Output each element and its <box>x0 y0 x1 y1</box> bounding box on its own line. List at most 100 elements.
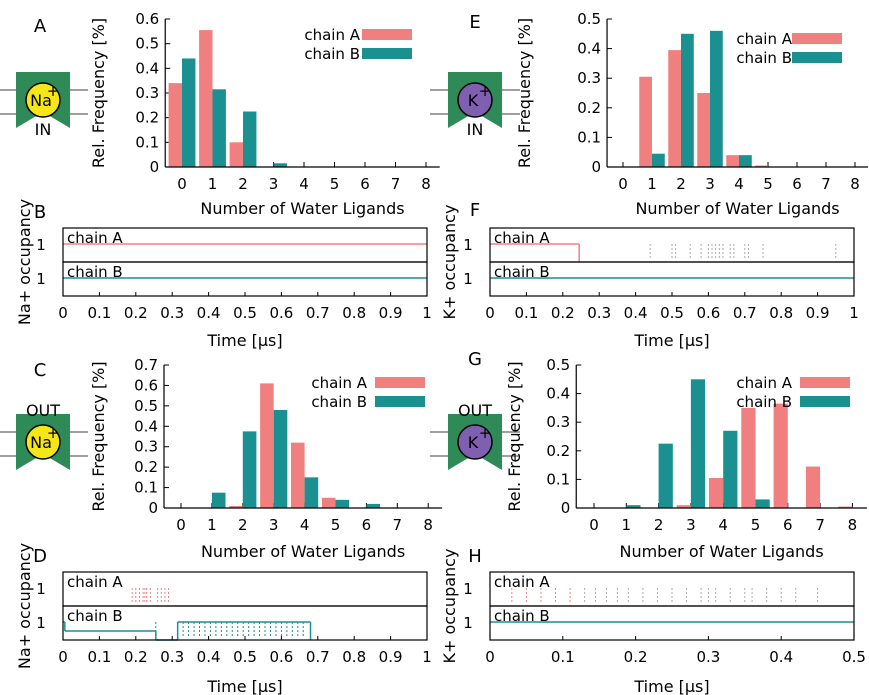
x-axis-label: Time [μs] <box>206 331 282 350</box>
bar-chain-b-3 <box>710 30 723 168</box>
bar-chain-a-3 <box>260 383 274 508</box>
bar-chain-b-1 <box>652 153 665 167</box>
legend-label: chain A <box>736 374 792 392</box>
x-tick-label: 0.5 <box>660 304 684 322</box>
y-tick-label: 0.6 <box>134 376 158 394</box>
track-frame-bottom <box>489 605 855 641</box>
bar-chain-b-1 <box>626 505 641 508</box>
x-tick-label: 4 <box>718 516 728 534</box>
bar-chain-a-7 <box>805 466 821 508</box>
compartment-label: OUT <box>26 401 60 420</box>
track-label-chain-a: chain A <box>494 229 550 247</box>
y-tick-label: 0.6 <box>135 10 159 28</box>
y-tick-label: 0.3 <box>546 413 570 431</box>
bar-chain-b-5 <box>335 499 350 508</box>
bar-chain-a-1 <box>199 30 213 167</box>
x-tick-label: 0.9 <box>806 304 830 322</box>
x-tick-label: 0.2 <box>124 304 148 322</box>
ion-charge: + <box>47 424 60 442</box>
ion-circle <box>25 424 61 460</box>
y-tick-label: 0.3 <box>577 69 601 87</box>
k-in-channel-icon: K + IN <box>430 72 520 139</box>
y-tick-label: 0.1 <box>135 133 159 151</box>
ion-circle <box>25 82 61 118</box>
ion-icons-layer: Na+ IN Na+ OUT K +IN K +OUT <box>0 72 520 470</box>
histogram-panel-G: G 0 0.1 0.2 0.3 0.4 0.5 0 1 2 3 4 5 6 7 8 Number of Wate… <box>468 349 867 561</box>
bar-chain-a-5 <box>741 407 756 508</box>
y-tick-label: 1 <box>36 614 46 632</box>
x-tick-label: 0.8 <box>342 648 366 666</box>
x-tick-label: 2 <box>238 516 248 534</box>
x-tick-label: 1 <box>208 175 218 193</box>
k-out-channel-icon: K + OUT <box>430 401 520 470</box>
x-tick-label: 0.7 <box>306 648 330 666</box>
bar-chain-a-2 <box>668 50 681 167</box>
x-tick-label: 6 <box>792 175 802 193</box>
x-axis-label: Number of Water Ligands <box>619 542 823 561</box>
y-tick-label: 0.4 <box>135 59 159 77</box>
bar-chain-b-6 <box>366 503 380 508</box>
x-tick-label: 1 <box>207 516 217 534</box>
x-tick-label: 7 <box>391 175 401 193</box>
bar-chain-b-4 <box>304 477 319 508</box>
x-tick-label: 0.2 <box>624 648 648 666</box>
y-axis-label: Rel. Frequency [%] <box>89 361 108 511</box>
track-label-chain-b: chain B <box>67 263 123 281</box>
y-tick-label: 0.4 <box>134 417 158 435</box>
y-tick-label: 1 <box>36 580 46 598</box>
legend-swatch <box>375 396 425 407</box>
x-tick-label: 0.4 <box>197 304 221 322</box>
x-tick-label: 2 <box>654 516 664 534</box>
y-axis-label: K+ occupancy <box>440 549 459 664</box>
x-tick-label: 0.4 <box>769 648 793 666</box>
panel-label-E: E <box>469 12 480 33</box>
bar-chain-b-3 <box>273 409 288 508</box>
x-tick-label: 0.6 <box>696 304 720 322</box>
x-tick-label: 4 <box>300 516 310 534</box>
compartment-label: OUT <box>458 401 492 420</box>
x-tick-label: 7 <box>393 516 403 534</box>
legend-swatch <box>800 377 850 388</box>
bar-chain-a-4 <box>726 155 739 167</box>
y-tick-label: 0.2 <box>546 442 570 460</box>
histogram-panel-E: E 0 0.1 0.2 0.3 0.4 0.5 0 1 2 3 4 5 6 7 8 Number of Wate… <box>469 10 869 218</box>
legend-label: chain B <box>736 393 792 411</box>
y-axis-label: Rel. Frequency [%] <box>89 18 108 168</box>
x-tick-label: 0.3 <box>160 648 184 666</box>
panel-label-A: A <box>34 16 47 37</box>
y-tick-label: 0.1 <box>134 479 158 497</box>
x-tick-label: 0.4 <box>197 648 221 666</box>
y-tick-label: 1 <box>463 236 473 254</box>
x-tick-label: 0.1 <box>87 304 111 322</box>
histogram-panel-C: C 0 0.1 0.2 0.3 0.4 0.5 0.6 0.7 0 1 2 3 4 5 6 7 8 Number o… <box>34 356 443 561</box>
x-tick-label: 0 <box>485 304 495 322</box>
na-out-channel-icon: Na+ OUT <box>0 401 88 470</box>
ion-symbol: Na <box>30 433 52 452</box>
y-tick-label: 1 <box>463 270 473 288</box>
bar-chain-b-2 <box>243 111 257 167</box>
x-tick-label: 5 <box>331 516 341 534</box>
compartment-label: IN <box>467 120 484 139</box>
bar-chain-b-2 <box>681 33 694 167</box>
legend-swatch <box>800 396 850 407</box>
x-tick-label: 2 <box>238 175 248 193</box>
x-tick-label: 4 <box>734 175 744 193</box>
legend-swatch <box>375 377 425 388</box>
x-tick-label: 0 <box>485 648 495 666</box>
track-label-chain-b: chain B <box>494 263 550 281</box>
y-tick-label: 0.2 <box>134 458 158 476</box>
bar-chain-b-2 <box>658 443 673 508</box>
y-tick-label: 0.1 <box>546 470 570 488</box>
y-tick-label: 0.2 <box>135 109 159 127</box>
x-tick-label: 0 <box>589 516 599 534</box>
x-tick-label: 0 <box>58 304 68 322</box>
y-tick-label: 0.4 <box>546 385 570 403</box>
bar-chain-b-4 <box>739 155 752 167</box>
track-label-chain-a: chain A <box>67 229 123 247</box>
y-axis-label: Rel. Frequency [%] <box>515 18 534 168</box>
x-tick-label: 6 <box>360 175 370 193</box>
legend-label: chain A <box>736 30 792 48</box>
y-tick-label: 0.7 <box>134 356 158 374</box>
